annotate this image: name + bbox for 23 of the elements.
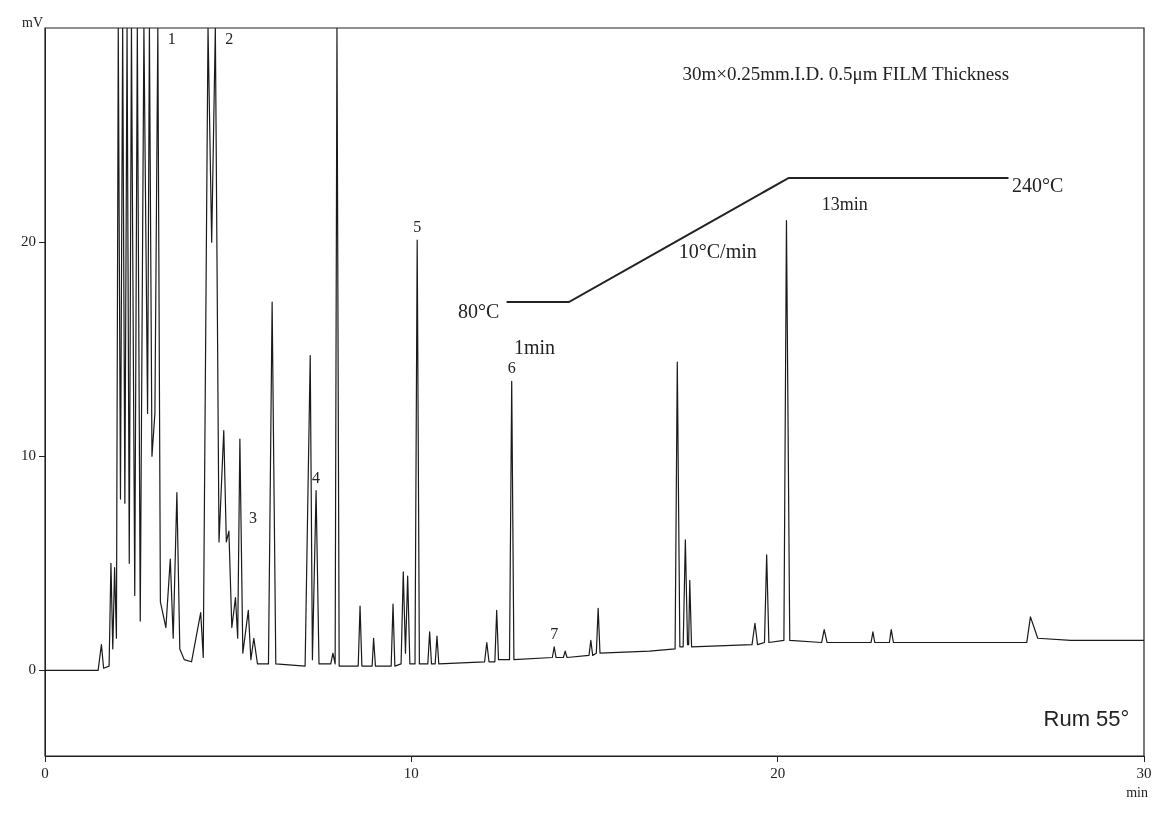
annotation: 10°C/min — [678, 240, 757, 263]
y-tick-label: 0 — [28, 661, 36, 678]
annotation: 30m×0.25mm.I.D. 0.5μm FILM Thickness — [682, 63, 1010, 85]
y-tick-label: 10 — [21, 447, 36, 464]
x-tick-label: 10 — [403, 764, 419, 781]
annotation: 80°C — [457, 300, 500, 323]
annotation: 2 — [225, 30, 234, 48]
annotation: 7 — [550, 625, 559, 642]
x-tick-label: 0 — [41, 764, 49, 781]
annotation: 1min — [513, 336, 556, 359]
annotation: 3 — [248, 509, 257, 527]
annotation: 5 — [413, 218, 422, 236]
annotation: 1 — [167, 30, 176, 48]
y-tick-label: 20 — [21, 233, 36, 250]
x-axis-title: min — [1126, 784, 1148, 800]
annotation: 13min — [821, 194, 868, 215]
x-tick-label: 30 — [1136, 764, 1152, 781]
annotation: Rum 55° — [1043, 705, 1130, 731]
annotation: 240°C — [1012, 173, 1064, 196]
y-axis-title: mV — [22, 14, 43, 30]
x-tick-label: 20 — [770, 764, 786, 781]
annotation: 4 — [312, 468, 321, 486]
annotation: 6 — [507, 359, 516, 377]
